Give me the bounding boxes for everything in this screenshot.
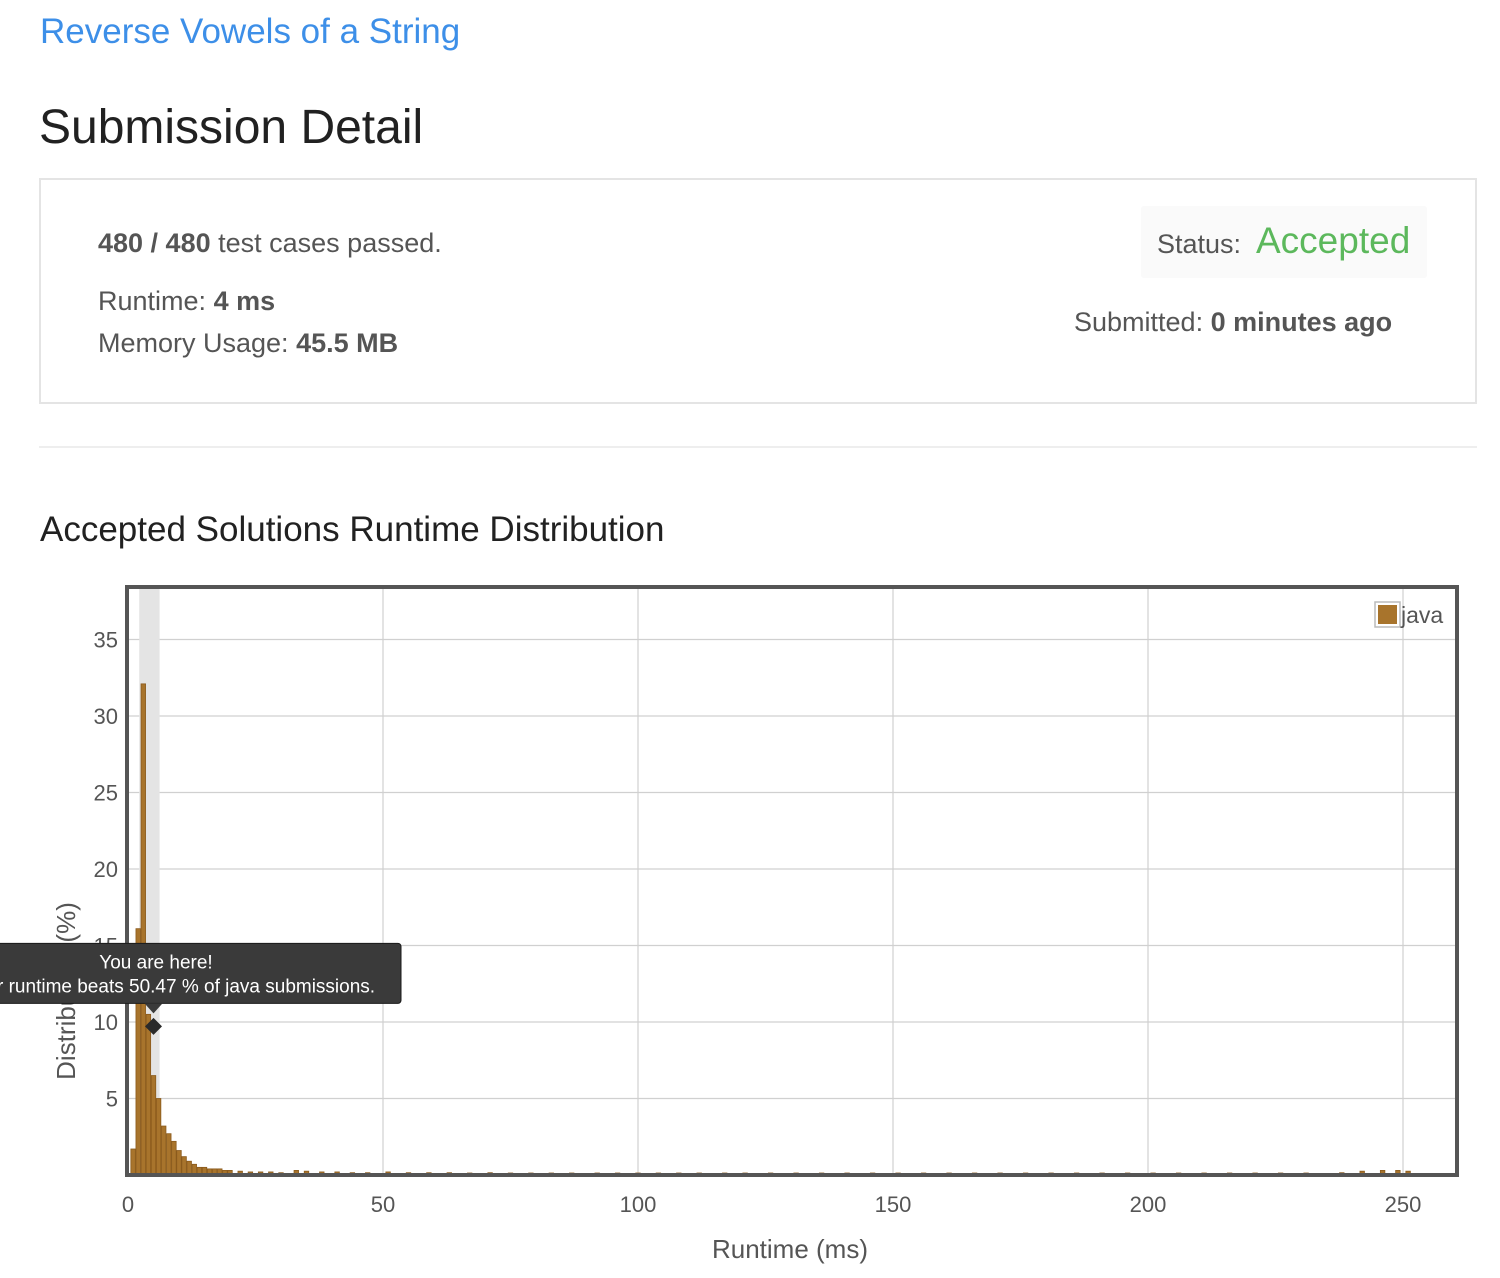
- x-axis-title: Runtime (ms): [712, 1234, 868, 1264]
- memory-value: 45.5 MB: [296, 328, 399, 358]
- y-axis-ticks: 5101520253035: [94, 628, 118, 1112]
- histogram-bar: [130, 1148, 136, 1176]
- problem-title-link[interactable]: Reverse Vowels of a String: [40, 12, 461, 51]
- histogram-bar: [161, 1125, 167, 1176]
- tooltip-line-1: You are here!: [99, 952, 212, 973]
- runtime-line: Runtime: 4 ms: [98, 286, 275, 317]
- chart-grid: [127, 587, 1457, 1175]
- submitted-label: Submitted:: [1074, 307, 1204, 337]
- histogram-bar: [186, 1160, 192, 1176]
- runtime-label: Runtime:: [98, 286, 207, 316]
- runtime-tooltip: You are here! Your runtime beats 50.47 %…: [0, 942, 402, 1035]
- legend-label: java: [1400, 602, 1443, 628]
- y-tick-label: 35: [94, 628, 118, 653]
- x-tick-label: 50: [371, 1192, 395, 1217]
- histogram-bar: [176, 1150, 182, 1176]
- tooltip-pointer: [144, 1003, 163, 1014]
- histogram-bar: [155, 1098, 162, 1176]
- page-title: Submission Detail: [39, 101, 424, 154]
- x-tick-label: 100: [620, 1192, 657, 1217]
- submitted-value: 0 minutes ago: [1210, 307, 1393, 337]
- histogram-bar: [150, 1075, 157, 1176]
- x-tick-label: 150: [875, 1192, 912, 1217]
- memory-label: Memory Usage:: [98, 328, 289, 358]
- test-cases-suffix: test cases passed.: [218, 228, 442, 258]
- status-label: Status:: [1157, 229, 1242, 259]
- tooltip-marker-icon: [145, 1017, 162, 1035]
- runtime-value: 4 ms: [213, 286, 276, 316]
- tooltip-box: [0, 942, 402, 1004]
- y-tick-label: 30: [94, 704, 118, 729]
- plot-frame: [125, 585, 1459, 1177]
- histogram-bar: [145, 1013, 152, 1176]
- x-tick-label: 200: [1130, 1192, 1167, 1217]
- y-tick-label: 20: [94, 857, 118, 882]
- chart-section-title: Accepted Solutions Runtime Distribution: [40, 510, 665, 549]
- x-axis-ticks: 0 50 100 150 200 250: [122, 1192, 1421, 1217]
- legend-swatch: [1378, 605, 1397, 624]
- submitted-line: Submitted: 0 minutes ago: [1074, 307, 1392, 338]
- status-box: Status: Accepted: [1141, 206, 1427, 278]
- x-tick-label: 250: [1385, 1192, 1422, 1217]
- histogram-bar: [181, 1156, 187, 1176]
- histogram-bar: [171, 1140, 177, 1176]
- histogram-bar: [166, 1133, 172, 1176]
- histogram-bar: [140, 683, 146, 1176]
- y-tick-label: 25: [94, 781, 118, 806]
- status-badge: Accepted: [1256, 220, 1411, 261]
- y-tick-label: 10: [94, 1010, 118, 1035]
- x-tick-label: 0: [122, 1192, 134, 1217]
- test-cases-line: 480 / 480 test cases passed.: [98, 228, 442, 259]
- chart-bars: [130, 683, 1411, 1176]
- submission-summary-panel: 480 / 480 test cases passed. Runtime: 4 …: [39, 178, 1477, 404]
- memory-line: Memory Usage: 45.5 MB: [98, 328, 398, 359]
- y-tick-label: 5: [106, 1087, 118, 1112]
- test-cases-count: 480 / 480: [98, 228, 211, 258]
- section-divider: [39, 446, 1477, 448]
- chart-legend[interactable]: java: [1374, 601, 1443, 628]
- tooltip-line-2: Your runtime beats 50.47 % of java submi…: [0, 976, 375, 997]
